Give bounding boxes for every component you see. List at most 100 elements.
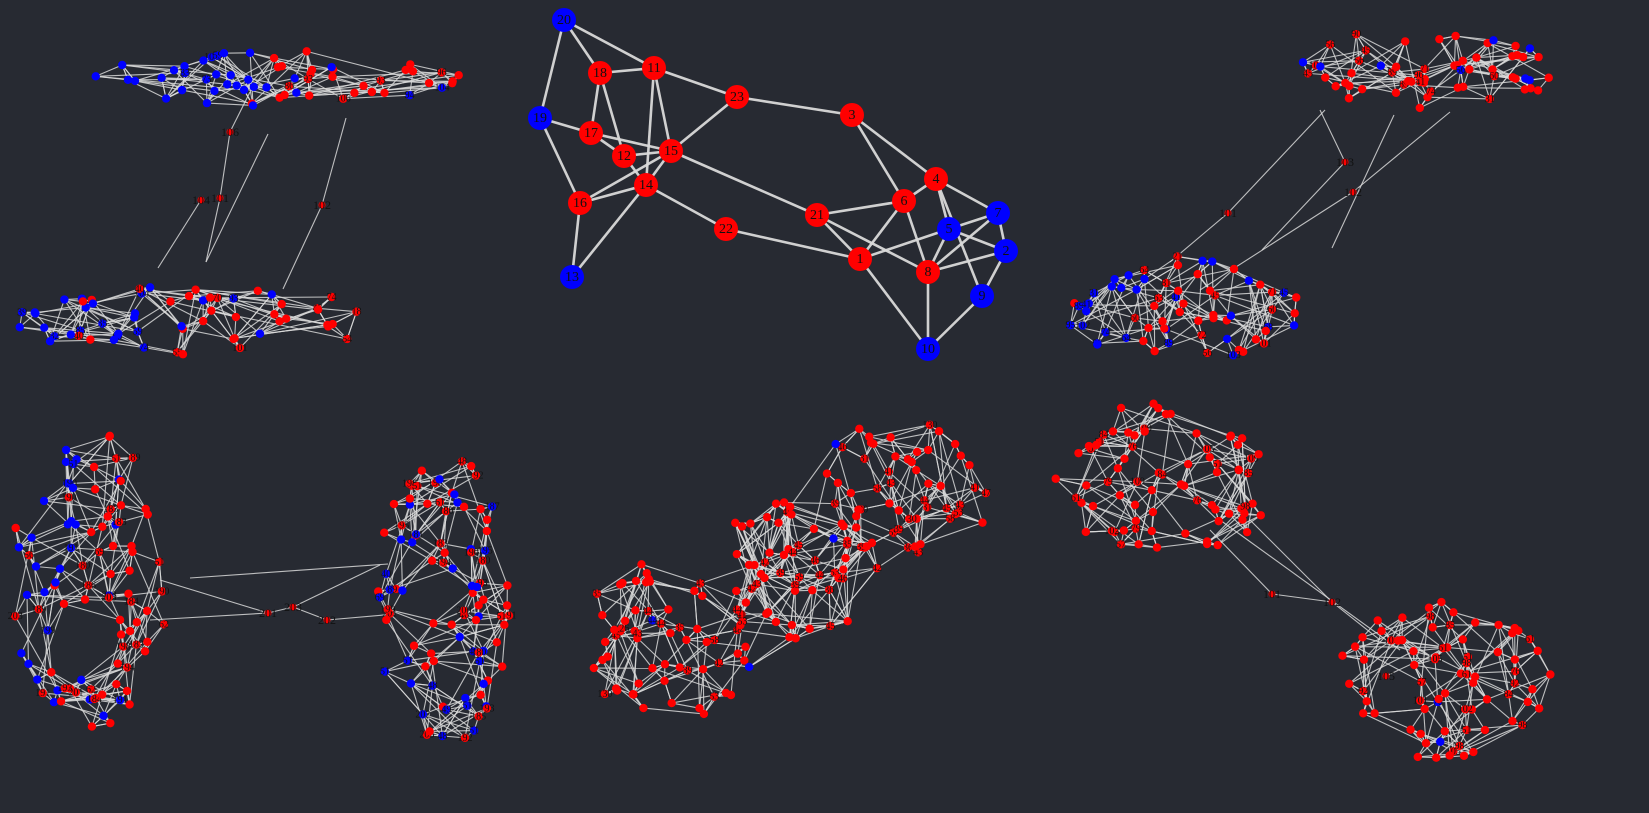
node-circle (27, 533, 36, 542)
node-circle (401, 65, 410, 75)
node-circle (61, 445, 71, 455)
node-label: 35 (97, 319, 107, 330)
graph-node (862, 542, 872, 551)
graph-node (746, 519, 755, 528)
graph-node (184, 291, 194, 301)
main-edge (858, 258, 930, 350)
edge (110, 458, 117, 510)
edge (1163, 296, 1177, 329)
graph-node (698, 665, 708, 674)
edge (1238, 284, 1261, 351)
graph-node: 58 (709, 635, 719, 646)
node-circle (1194, 316, 1203, 325)
node-label: 2 (1003, 244, 1010, 259)
bridge-node: 102 (313, 198, 331, 212)
graph-node (1198, 256, 1207, 266)
node-circle (450, 490, 459, 499)
node-label: 45 (1361, 45, 1371, 56)
bridge-edge (1352, 111, 1451, 193)
graph-node: 56 (1202, 348, 1212, 359)
edge (1226, 292, 1285, 340)
node-label: 106 (336, 94, 351, 105)
node-circle (978, 518, 987, 527)
graph-node (855, 424, 864, 434)
edge (88, 545, 132, 586)
node-circle (744, 560, 754, 570)
node-circle (726, 690, 736, 700)
node-label: 74 (327, 292, 337, 303)
node-circle (1081, 527, 1091, 537)
edge (35, 292, 142, 315)
node-label: 74 (139, 342, 149, 353)
node-circle (68, 483, 78, 493)
edge (693, 590, 698, 629)
graph-node (327, 62, 336, 72)
node-circle (327, 62, 336, 72)
node-label: 103 (1226, 350, 1241, 361)
bridge-edge (159, 579, 269, 614)
graph-node (785, 502, 795, 511)
node-label: 59 (794, 572, 804, 583)
bridge-node: 201 (259, 606, 277, 620)
edge (1166, 260, 1203, 284)
node-circle (1234, 345, 1244, 355)
node-circle (840, 103, 864, 127)
graph-node (833, 478, 843, 488)
graph-node: 195 (394, 520, 409, 531)
graph-node (118, 60, 127, 70)
graph-node: 103 (1226, 350, 1241, 361)
graph-node (440, 548, 449, 557)
node-label: 43 (752, 579, 762, 590)
node-circle (307, 65, 317, 75)
graph-node: 12 (612, 144, 636, 168)
graph-node (249, 82, 259, 92)
node-circle (232, 81, 241, 90)
graph-node: 189 (31, 604, 46, 615)
node-circle (1124, 271, 1133, 280)
node-label: 96 (1414, 70, 1424, 81)
graph-node (270, 310, 279, 319)
node-circle (1162, 278, 1171, 288)
graph-node: 51 (154, 557, 164, 568)
graph-node (277, 299, 286, 309)
node-label: 199 (40, 625, 55, 636)
graph-node (1161, 409, 1171, 419)
node-circle (1082, 481, 1091, 490)
node-circle (1544, 73, 1553, 82)
edge (182, 328, 234, 340)
graph-node: 20 (552, 8, 576, 32)
node-circle (1193, 269, 1202, 279)
graph-node: 43 (752, 579, 762, 590)
graph-node (180, 62, 189, 71)
graph-node: 40 (135, 284, 145, 295)
node-circle (177, 322, 186, 331)
node-label: 61 (1071, 493, 1081, 504)
node-circle (423, 499, 432, 508)
graph-node (1321, 73, 1330, 82)
graph-node (14, 543, 24, 552)
node-circle (235, 343, 245, 353)
node-circle (213, 51, 222, 60)
edge (604, 633, 638, 695)
graph-node: 8 (916, 260, 940, 284)
graph-node (1205, 286, 1215, 295)
graph-node (965, 460, 974, 470)
node-circle (313, 305, 323, 314)
graph-node: 81 (1161, 278, 1171, 289)
edge (651, 623, 662, 669)
main-edge (670, 95, 738, 153)
graph-node (106, 569, 115, 579)
node-circle (892, 189, 916, 213)
graph-node (1074, 448, 1083, 458)
node-circle (244, 75, 253, 84)
graph-node (39, 323, 49, 332)
edge (94, 489, 109, 517)
node-circle (229, 294, 238, 303)
node-circle (417, 466, 427, 475)
graph-node (290, 74, 299, 83)
graph-node (1051, 474, 1060, 483)
graph-node (503, 581, 512, 590)
graph-node (210, 86, 219, 96)
graph-node (447, 620, 456, 629)
graph-node (732, 586, 741, 596)
